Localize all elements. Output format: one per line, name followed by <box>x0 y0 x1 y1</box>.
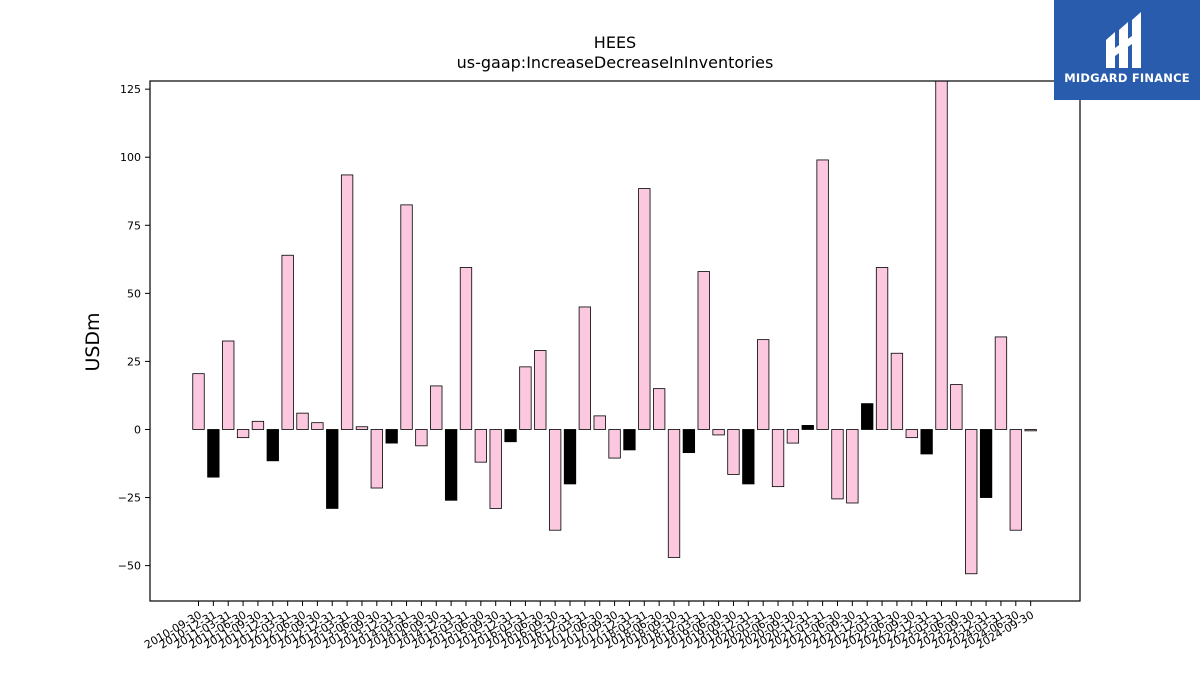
bar-2017-12-31 <box>623 429 636 451</box>
bar-2010-12-31 <box>207 429 220 478</box>
bar-2022-12-31 <box>920 429 933 455</box>
bar-2014-09-30 <box>430 385 443 430</box>
bar-2010-09-30 <box>192 373 205 430</box>
bar-2024-09-30 <box>1024 429 1037 432</box>
y-tick-label: −50 <box>118 560 141 573</box>
bar-2016-03-31 <box>519 366 532 430</box>
bar-2019-09-30 <box>727 429 740 475</box>
bar-2023-06-30 <box>950 384 963 430</box>
y-axis-label: USDm <box>82 312 104 371</box>
bar-2020-03-31 <box>757 339 770 430</box>
bar-2014-06-30 <box>415 429 428 447</box>
bar-2016-09-30 <box>548 429 562 531</box>
bar-2013-06-30 <box>355 426 369 430</box>
y-tick-label: 0 <box>134 423 141 436</box>
bar-2022-03-31 <box>875 267 889 430</box>
bars-group <box>192 80 1037 575</box>
bar-2021-06-30 <box>831 429 844 500</box>
bar-2017-03-31 <box>578 306 592 430</box>
y-tick-label: 125 <box>120 83 141 96</box>
bar-2022-09-30 <box>905 429 918 439</box>
bar-2011-09-30 <box>251 420 265 430</box>
chart-title: HEES <box>594 33 636 52</box>
y-tick-label: −25 <box>118 492 141 505</box>
bar-2019-06-30 <box>712 429 725 436</box>
bar-2020-09-30 <box>786 429 800 444</box>
bar-2014-12-31 <box>444 429 458 501</box>
chart-subtitle: us-gaap:IncreaseDecreaseInInventories <box>457 53 774 72</box>
bar-2018-09-30 <box>667 429 681 558</box>
bar-2019-12-31 <box>742 429 755 485</box>
bar-2015-09-30 <box>489 429 502 509</box>
bar-2018-06-30 <box>653 388 666 430</box>
bar-2011-12-31 <box>266 429 279 462</box>
logo-mark-icon <box>1106 12 1141 68</box>
bar-2012-03-31 <box>281 254 294 430</box>
bar-2023-09-30 <box>965 429 978 575</box>
bar-2017-06-30 <box>593 415 606 430</box>
bar-2015-12-31 <box>504 429 517 443</box>
bar-2018-03-31 <box>638 188 651 430</box>
bar-2023-12-31 <box>979 429 993 498</box>
bar-2013-03-31 <box>340 174 354 430</box>
plot-frame <box>149 80 1081 602</box>
bar-2012-12-31 <box>326 429 339 509</box>
bar-2016-12-31 <box>563 429 577 485</box>
bar-2011-06-30 <box>236 429 250 439</box>
y-tick-label: 75 <box>127 219 141 232</box>
bar-2023-03-31 <box>935 80 948 430</box>
bar-2015-03-31 <box>459 267 473 430</box>
bar-2024-03-31 <box>994 336 1008 430</box>
bar-2018-12-31 <box>682 429 696 454</box>
bar-2019-03-31 <box>697 271 710 430</box>
bar-2016-06-30 <box>534 350 547 430</box>
bar-2013-09-30 <box>370 429 383 489</box>
bar-2022-06-30 <box>890 352 904 430</box>
y-tick-label: 25 <box>127 355 141 368</box>
x-axis: 2010-09-302010-12-312011-03-312011-06-30… <box>142 601 1036 652</box>
bar-2021-03-31 <box>816 159 829 430</box>
y-tick-label: 100 <box>120 151 141 164</box>
bar-2020-06-30 <box>771 429 785 488</box>
bar-2014-03-31 <box>400 204 413 430</box>
bar-2012-09-30 <box>311 422 324 430</box>
bar-2013-12-31 <box>385 429 398 444</box>
y-axis: 125 100 75 50 25 0 −50 −25 <box>118 83 150 573</box>
bar-2020-12-31 <box>801 424 814 430</box>
bar-2011-03-31 <box>222 340 235 430</box>
brand-logo: MIDGARD FINANCE <box>1054 0 1200 100</box>
bar-2024-06-30 <box>1009 429 1022 531</box>
bar-2017-09-30 <box>608 429 621 459</box>
y-tick-label: 50 <box>127 287 141 300</box>
bar-2015-06-30 <box>474 429 487 463</box>
bar-2021-12-31 <box>861 403 874 430</box>
bar-2012-06-30 <box>296 412 309 430</box>
logo-text: MIDGARD FINANCE <box>1064 71 1190 85</box>
bar-2021-09-30 <box>846 429 859 504</box>
